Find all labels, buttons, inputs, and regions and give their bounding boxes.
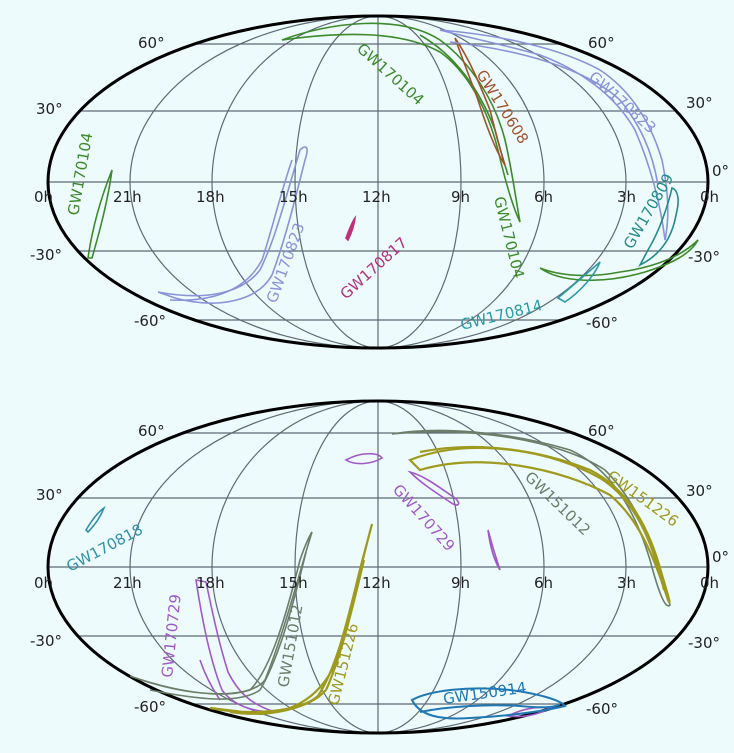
- bottom-lat-label-m60-right: -60°: [586, 700, 618, 718]
- label-gw170823-top: GW170823: [585, 68, 659, 137]
- top-lon-label-0h-left: 0h: [34, 188, 53, 206]
- bottom-lon-label-3h: 3h: [617, 574, 636, 592]
- top-lon-label-0h-right: 0h: [700, 188, 719, 206]
- bottom-lat-label-m30-right: -30°: [688, 634, 720, 652]
- label-gw170729-top: GW170729: [389, 481, 458, 555]
- contour-gw170809: [638, 186, 679, 267]
- top-lon-label-3h: 3h: [617, 188, 636, 206]
- bottom-lat-label-60-left: 60°: [138, 422, 165, 440]
- bottom-lat-label-0-right: 0°: [712, 548, 729, 566]
- top-lat-label-30-left: 30°: [36, 100, 63, 118]
- contour-gw170729-bottom: [505, 706, 553, 718]
- contour-gw170823-left-2: [169, 159, 293, 302]
- top-lon-label-21h: 21h: [113, 188, 142, 206]
- contour-gw170729-mid: [487, 529, 501, 571]
- top-lon-label-6h: 6h: [534, 188, 553, 206]
- bottom-lon-label-15h: 15h: [279, 574, 308, 592]
- bottom-lon-label-12h: 12h: [362, 574, 391, 592]
- bottom-lon-label-0h-left: 0h: [34, 574, 53, 592]
- bottom-lon-label-0h-right: 0h: [700, 574, 719, 592]
- top-lat-label-60-left: 60°: [138, 34, 165, 52]
- top-contours: [87, 22, 699, 304]
- bottom-contours: [84, 429, 671, 720]
- contour-gw151226-top-2: [419, 445, 666, 591]
- label-gw170817: GW170817: [337, 234, 411, 303]
- label-gw170104-main: GW170104: [353, 40, 427, 109]
- contour-gw170729-left-2: [199, 659, 221, 701]
- top-map-outline: [46, 14, 710, 350]
- top-lon-label-12h: 12h: [362, 188, 391, 206]
- contour-gw170104-left: [87, 169, 113, 259]
- top-lat-label-m60-left: -60°: [134, 312, 166, 330]
- bottom-lon-label-9h: 9h: [451, 574, 470, 592]
- contour-gw170729-top-blob: [344, 452, 384, 465]
- bottom-lat-label-30-right: 30°: [686, 482, 713, 500]
- contour-gw151012-top: [391, 429, 671, 607]
- contour-gw170729-left: [195, 578, 276, 713]
- contour-gw170104-lower: [539, 239, 699, 282]
- top-lat-label-60-right: 60°: [588, 34, 615, 52]
- bottom-lat-label-m30-left: -30°: [30, 632, 62, 650]
- contour-gw151012-left-2: [149, 551, 307, 700]
- bottom-lat-label-m60-left: -60°: [134, 698, 166, 716]
- top-lat-label-30-right: 30°: [686, 94, 713, 112]
- top-lon-label-18h: 18h: [196, 188, 225, 206]
- contour-gw170104-main: [281, 22, 521, 223]
- contour-gw150914-2: [419, 703, 561, 713]
- contour-gw170817: [345, 215, 357, 242]
- bottom-lon-label-18h: 18h: [196, 574, 225, 592]
- bottom-grid: [48, 401, 708, 733]
- label-gw170104-lower: GW170104: [490, 195, 528, 281]
- label-gw170608: GW170608: [473, 67, 533, 148]
- bottom-lon-label-21h: 21h: [113, 574, 142, 592]
- top-lat-label-m60-right: -60°: [586, 314, 618, 332]
- bottom-lon-label-6h: 6h: [534, 574, 553, 592]
- contour-gw170818: [84, 505, 106, 534]
- top-lon-label-9h: 9h: [451, 188, 470, 206]
- contour-gw151012-left: [129, 531, 313, 695]
- top-skymap: 60° 30° -30° -60° 60° 30° 0° -30° -60° 0…: [30, 14, 729, 350]
- contour-gw150914: [410, 687, 567, 720]
- bottom-lat-label-60-right: 60°: [588, 422, 615, 440]
- contour-gw170823-top: [439, 29, 669, 241]
- label-gw151226-left: GW151226: [324, 621, 362, 707]
- bottom-lat-label-30-left: 30°: [36, 486, 63, 504]
- top-lat-label-m30-right: -30°: [688, 248, 720, 266]
- bottom-map-outline: [46, 399, 710, 735]
- label-gw151012-top: GW151012: [521, 468, 594, 539]
- top-lat-label-0-right: 0°: [712, 162, 729, 180]
- top-lat-label-m30-left: -30°: [30, 246, 62, 264]
- contour-gw170814: [556, 261, 601, 303]
- contour-gw170729-top: [407, 470, 460, 506]
- contour-gw170823-left: [157, 146, 308, 304]
- top-lon-label-15h: 15h: [279, 188, 308, 206]
- contour-gw151226-left-2: [229, 559, 366, 715]
- bottom-skymap: 60° 30° -30° -60° 60° 30° 0° -30° -60° 0…: [30, 399, 729, 735]
- contour-gw170608: [454, 37, 506, 166]
- label-gw170104-left: GW170104: [64, 131, 96, 217]
- contour-gw170823-top-2: [449, 41, 659, 186]
- label-gw170809: GW170809: [620, 170, 677, 252]
